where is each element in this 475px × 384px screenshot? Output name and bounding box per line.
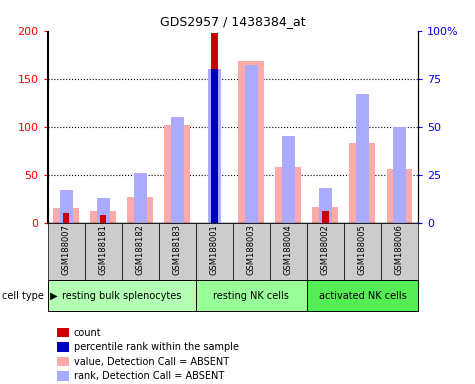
Bar	[276, 167, 301, 223]
Bar	[282, 136, 295, 223]
Bar	[350, 143, 375, 223]
Bar	[63, 213, 69, 223]
Bar	[233, 223, 270, 280]
Bar	[85, 223, 122, 280]
Bar	[322, 211, 329, 223]
Bar	[90, 211, 116, 223]
Bar	[96, 198, 110, 223]
Bar	[211, 69, 218, 223]
Text: value, Detection Call = ABSENT: value, Detection Call = ABSENT	[74, 357, 229, 367]
Bar	[381, 223, 418, 280]
Bar	[196, 280, 307, 311]
Bar	[122, 223, 159, 280]
Bar	[48, 280, 196, 311]
Text: activated NK cells: activated NK cells	[319, 291, 406, 301]
Text: GSM188001: GSM188001	[210, 224, 218, 275]
Bar	[100, 215, 106, 223]
Bar	[307, 223, 344, 280]
Bar	[387, 169, 412, 223]
Bar	[159, 223, 196, 280]
Text: resting bulk splenocytes: resting bulk splenocytes	[62, 291, 181, 301]
Bar	[344, 223, 381, 280]
Bar	[245, 65, 258, 223]
Text: cell type  ▶: cell type ▶	[2, 291, 58, 301]
Text: percentile rank within the sample: percentile rank within the sample	[74, 342, 238, 352]
Bar	[319, 188, 332, 223]
Text: GSM188007: GSM188007	[62, 224, 70, 275]
Bar	[356, 94, 369, 223]
Bar	[211, 33, 218, 223]
Bar	[59, 190, 73, 223]
Bar	[127, 197, 153, 223]
Bar	[270, 223, 307, 280]
Bar	[313, 207, 338, 223]
Text: rank, Detection Call = ABSENT: rank, Detection Call = ABSENT	[74, 371, 224, 381]
Text: GSM188183: GSM188183	[173, 224, 181, 275]
Text: resting NK cells: resting NK cells	[213, 291, 289, 301]
Bar	[238, 61, 264, 223]
Text: count: count	[74, 328, 101, 338]
Text: GSM188006: GSM188006	[395, 224, 404, 275]
Text: GSM188182: GSM188182	[136, 224, 144, 275]
Text: GSM188005: GSM188005	[358, 224, 367, 275]
Bar	[133, 173, 147, 223]
Bar	[53, 208, 79, 223]
Text: GSM188181: GSM188181	[99, 224, 107, 275]
Bar	[171, 117, 184, 223]
Bar	[393, 127, 406, 223]
Text: GSM188003: GSM188003	[247, 224, 256, 275]
Bar	[196, 223, 233, 280]
Bar	[164, 125, 190, 223]
Title: GDS2957 / 1438384_at: GDS2957 / 1438384_at	[160, 15, 305, 28]
Bar	[48, 223, 85, 280]
Text: GSM188004: GSM188004	[284, 224, 293, 275]
Bar	[208, 69, 221, 223]
Bar	[307, 280, 418, 311]
Text: GSM188002: GSM188002	[321, 224, 330, 275]
